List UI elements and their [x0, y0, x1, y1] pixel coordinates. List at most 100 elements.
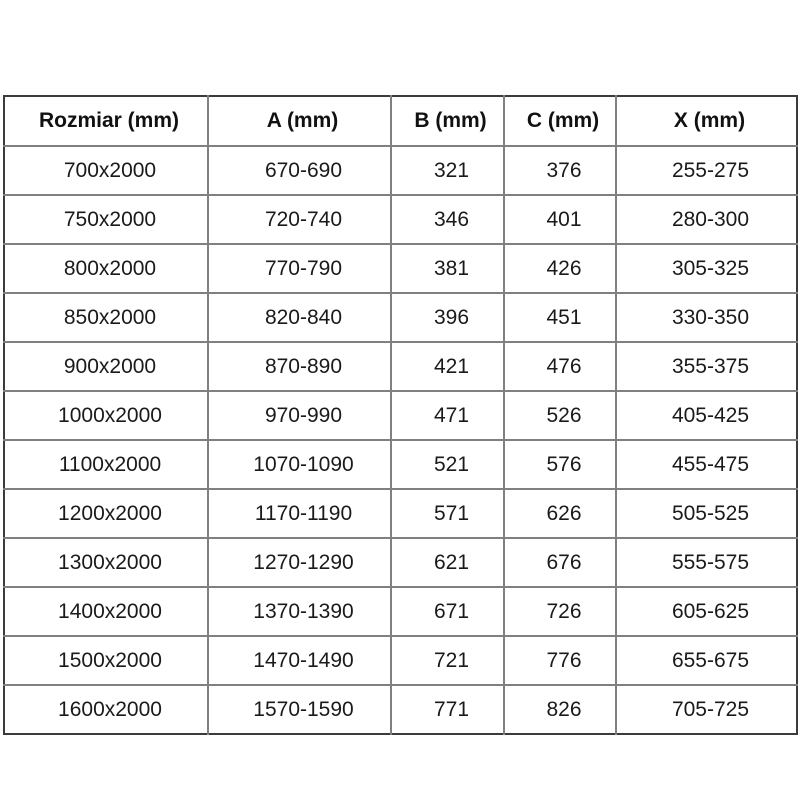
cell-text-a: 720-740	[264, 207, 343, 231]
cell-c: 451	[503, 292, 617, 343]
cell-text-x: 605-625	[671, 599, 750, 623]
table-row: 1200x2000 1170-1190 571 626 505-525	[4, 488, 797, 539]
column-header-rozmiar: Rozmiar (mm)	[4, 96, 209, 147]
column-header-b: B (mm)	[390, 96, 505, 147]
cell-text-a: 1370-1390	[253, 599, 354, 623]
cell-x: 505-525	[615, 488, 797, 539]
cell-a: 820-840	[207, 292, 392, 343]
cell-x: 355-375	[615, 341, 797, 392]
column-header-a: A (mm)	[207, 96, 392, 147]
cell-x: 255-275	[615, 145, 797, 196]
cell-text-x: 305-325	[671, 256, 750, 280]
cell-text-x: 405-425	[671, 403, 750, 427]
column-header-a-label: A (mm)	[266, 109, 339, 132]
table-row: 900x2000 870-890 421 476 355-375	[4, 341, 797, 392]
cell-b: 421	[390, 341, 505, 392]
cell-text-a: 670-690	[264, 158, 343, 182]
cell-text-b: 396	[433, 305, 470, 329]
size-table-container: Rozmiar (mm) A (mm) B (mm) C (mm) X (mm)	[3, 95, 798, 735]
cell-c: 401	[503, 194, 617, 245]
cell-text-rozmiar: 1200x2000	[58, 501, 162, 525]
cell-x: 455-475	[615, 439, 797, 490]
cell-text-x: 655-675	[671, 648, 750, 672]
column-header-c: C (mm)	[503, 96, 617, 147]
table-row: 750x2000 720-740 346 401 280-300	[4, 194, 797, 245]
cell-text-rozmiar: 1100x2000	[58, 452, 162, 476]
cell-b: 771	[390, 684, 505, 734]
column-header-rozmiar-label: Rozmiar (mm)	[38, 109, 180, 132]
cell-a: 670-690	[207, 145, 392, 196]
cell-text-rozmiar: 800x2000	[63, 256, 157, 280]
cell-rozmiar: 1000x2000	[4, 390, 209, 441]
cell-text-rozmiar: 1000x2000	[58, 403, 162, 427]
cell-a: 1070-1090	[207, 439, 392, 490]
cell-b: 346	[390, 194, 505, 245]
cell-x: 605-625	[615, 586, 797, 637]
cell-text-b: 521	[433, 452, 470, 476]
cell-text-x: 455-475	[671, 452, 750, 476]
cell-c: 526	[503, 390, 617, 441]
cell-text-a: 970-990	[264, 403, 343, 427]
cell-rozmiar: 1600x2000	[4, 684, 209, 734]
cell-a: 870-890	[207, 341, 392, 392]
cell-text-rozmiar: 1600x2000	[58, 697, 162, 721]
cell-rozmiar: 1200x2000	[4, 488, 209, 539]
cell-text-rozmiar: 1300x2000	[58, 550, 162, 574]
cell-c: 626	[503, 488, 617, 539]
cell-a: 1370-1390	[207, 586, 392, 637]
cell-text-b: 321	[433, 158, 470, 182]
table-header: Rozmiar (mm) A (mm) B (mm) C (mm) X (mm)	[4, 96, 797, 147]
cell-x: 655-675	[615, 635, 797, 686]
cell-a: 1270-1290	[207, 537, 392, 588]
cell-text-c: 676	[546, 550, 582, 574]
cell-text-b: 381	[433, 256, 470, 280]
cell-text-a: 1470-1490	[253, 648, 354, 672]
cell-text-c: 626	[546, 501, 582, 525]
cell-text-x: 280-300	[671, 207, 750, 231]
cell-text-c: 401	[546, 207, 582, 231]
cell-c: 576	[503, 439, 617, 490]
cell-x: 305-325	[615, 243, 797, 294]
cell-b: 321	[390, 145, 505, 196]
cell-a: 1570-1590	[207, 684, 392, 734]
cell-c: 826	[503, 684, 617, 734]
cell-rozmiar: 1500x2000	[4, 635, 209, 686]
cell-rozmiar: 850x2000	[4, 292, 209, 343]
cell-x: 280-300	[615, 194, 797, 245]
cell-b: 521	[390, 439, 505, 490]
table-header-row: Rozmiar (mm) A (mm) B (mm) C (mm) X (mm)	[4, 96, 797, 147]
cell-text-b: 721	[433, 648, 470, 672]
cell-c: 676	[503, 537, 617, 588]
table-row: 1600x2000 1570-1590 771 826 705-725	[4, 684, 797, 734]
cell-a: 770-790	[207, 243, 392, 294]
cell-c: 376	[503, 145, 617, 196]
cell-text-b: 471	[433, 403, 470, 427]
cell-rozmiar: 700x2000	[4, 145, 209, 196]
cell-c: 776	[503, 635, 617, 686]
cell-text-rozmiar: 1500x2000	[58, 648, 162, 672]
cell-a: 1170-1190	[207, 488, 392, 539]
cell-text-c: 826	[546, 697, 582, 721]
cell-text-a: 1170-1190	[254, 501, 353, 525]
table-row: 800x2000 770-790 381 426 305-325	[4, 243, 797, 294]
cell-rozmiar: 1300x2000	[4, 537, 209, 588]
cell-text-x: 255-275	[671, 158, 750, 182]
cell-a: 720-740	[207, 194, 392, 245]
table-body: 700x2000 670-690 321 376 255-275 750x200…	[4, 145, 797, 734]
cell-b: 621	[390, 537, 505, 588]
cell-text-c: 426	[546, 256, 582, 280]
cell-text-rozmiar: 700x2000	[63, 158, 157, 182]
cell-text-c: 576	[546, 452, 582, 476]
cell-b: 671	[390, 586, 505, 637]
cell-b: 381	[390, 243, 505, 294]
cell-text-a: 1570-1590	[253, 697, 354, 721]
cell-text-x: 555-575	[671, 550, 750, 574]
cell-x: 555-575	[615, 537, 797, 588]
cell-text-b: 346	[433, 207, 470, 231]
table-row: 850x2000 820-840 396 451 330-350	[4, 292, 797, 343]
cell-text-b: 671	[433, 599, 470, 623]
column-header-x: X (mm)	[615, 96, 797, 147]
cell-x: 705-725	[615, 684, 797, 734]
cell-text-b: 621	[433, 550, 470, 574]
